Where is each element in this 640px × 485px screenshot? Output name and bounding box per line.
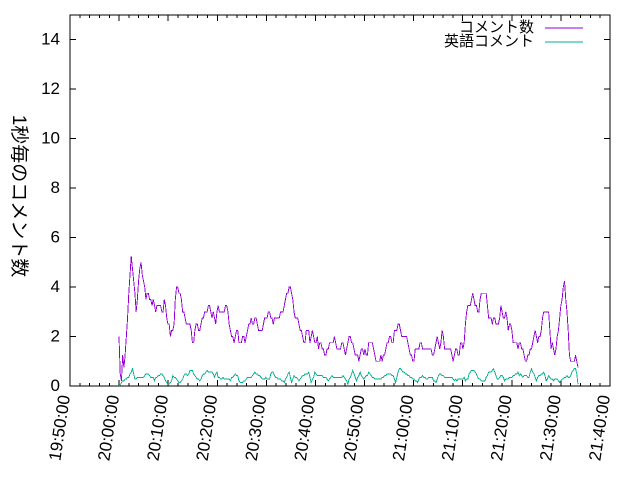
svg-text:0: 0 — [51, 376, 60, 395]
svg-text:4: 4 — [51, 277, 60, 296]
svg-text:10: 10 — [41, 129, 60, 148]
svg-text:英語コメント: 英語コメント — [444, 32, 534, 50]
svg-text:12: 12 — [41, 79, 60, 98]
svg-text:6: 6 — [51, 228, 60, 247]
svg-text:8: 8 — [51, 178, 60, 197]
svg-text:14: 14 — [41, 30, 60, 49]
svg-text:2: 2 — [51, 327, 60, 346]
svg-text:1秒毎のコメント数: 1秒毎のコメント数 — [8, 115, 30, 278]
